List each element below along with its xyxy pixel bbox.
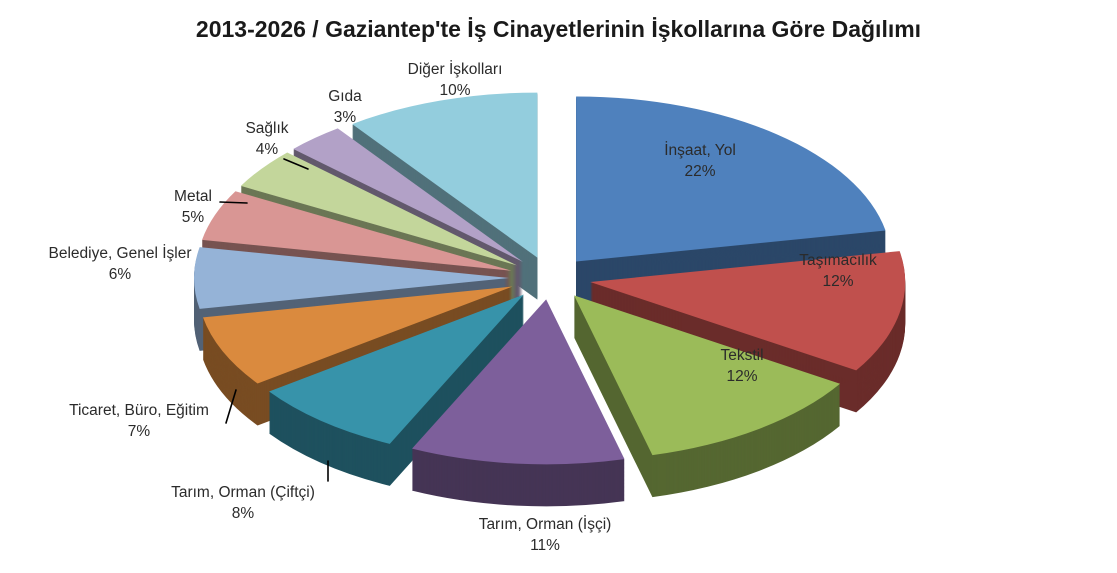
slice-label-pct: 8%	[231, 505, 255, 522]
pie-slice-i-nsaat-yol	[576, 96, 886, 262]
slice-label-tekstil: Tekstil 12%	[720, 345, 763, 387]
leader-line-saglik	[283, 158, 309, 170]
slice-label-pct: 3%	[333, 109, 357, 126]
leader-line-ticaret	[225, 389, 237, 424]
chart-title: 2013-2026 / Gaziantep'te İş Cinayetlerin…	[195, 16, 922, 42]
slice-label-metal: Metal 5%	[174, 186, 212, 228]
slice-label-text: Tarım, Orman (İşçi)	[478, 516, 612, 533]
pie-slice-metal	[202, 191, 512, 271]
slice-label-text: Taşımacılık	[799, 252, 877, 269]
slice-label-text: Belediye, Genel İşler	[48, 245, 192, 262]
slice-label-ticaret-buro-egitim: Ticaret, Büro, Eğitim 7%	[69, 400, 209, 442]
slice-label-gida: Gıda 3%	[328, 86, 362, 128]
slice-label-pct: 4%	[255, 141, 279, 158]
slice-label-text: Tarım, Orman (Çiftçi)	[171, 484, 315, 501]
slice-label-text: Tekstil	[720, 347, 764, 364]
slice-label-pct: 10%	[439, 82, 471, 99]
slice-label-tarim-orman-ciftci: Tarım, Orman (Çiftçi) 8%	[171, 482, 315, 524]
slice-label-pct: 11%	[530, 537, 560, 554]
slice-label-tasimacilik: Taşımacılık 12%	[799, 250, 877, 292]
slice-label-pct: 7%	[127, 423, 151, 440]
slice-label-pct: 6%	[108, 266, 132, 283]
pie-slice-tekstil	[574, 295, 841, 456]
slice-label-saglik: Sağlık 4%	[245, 118, 288, 160]
slice-label-text: Metal	[174, 188, 212, 205]
slice-label-text: Ticaret, Büro, Eğitim	[69, 402, 209, 419]
slice-label-insaat-yol: İnşaat, Yol 22%	[664, 140, 736, 182]
leader-line-metal	[219, 201, 248, 204]
slice-label-text: Gıda	[328, 88, 362, 105]
pie-slice-tasimacilik	[590, 251, 906, 371]
pie-slice-gida	[293, 128, 523, 262]
slice-label-tarim-orman-isci: Tarım, Orman (İşçi) 11%	[479, 514, 612, 556]
slice-label-pct: 5%	[181, 209, 205, 226]
pie-slice-saglik	[240, 152, 517, 266]
pie-slice-tarim-orman-ciftci	[269, 294, 524, 444]
slice-label-text: Diğer İşkolları	[407, 61, 503, 78]
pie-slice-belediye-genel-i-sler	[194, 247, 510, 309]
slice-label-pct: 12%	[726, 368, 758, 385]
slice-label-diger-iskollari: Diğer İşkolları 10%	[408, 59, 503, 101]
pie-slice-tarim-orman-i-sci	[412, 299, 625, 465]
slice-label-pct: 22%	[684, 163, 716, 180]
pie-slice-ticaret-buro-egitim	[202, 286, 513, 384]
slice-label-pct: 12%	[822, 273, 854, 290]
slice-label-belediye-genel-isler: Belediye, Genel İşler 6%	[48, 243, 191, 285]
slice-label-text: Sağlık	[245, 120, 289, 137]
slice-label-text: İnşaat, Yol	[664, 142, 736, 159]
pie-slice-diger-i-skollari	[352, 92, 538, 258]
